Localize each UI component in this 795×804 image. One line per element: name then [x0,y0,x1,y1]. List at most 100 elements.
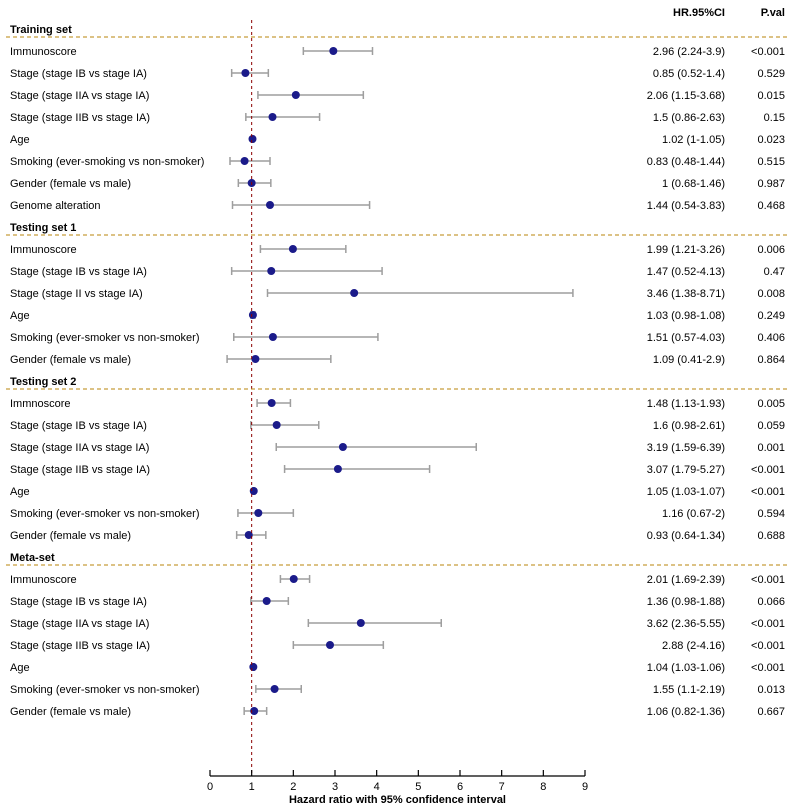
section-header: Testing set 2 [10,376,76,388]
hr-text: 1.6 (0.98-2.61) [653,420,725,432]
hr-marker [250,487,258,495]
hr-marker [271,685,279,693]
pval-text: 0.987 [757,178,785,190]
hr-text: 0.83 (0.48-1.44) [647,156,725,168]
hr-text: 3.46 (1.38-8.71) [647,288,725,300]
section-header: Testing set 1 [10,222,76,234]
hr-marker [266,201,274,209]
forest-plot-container: HR.95%CIP.valTraining setImmunoscore2.96… [0,0,795,804]
row-label: Immnoscore [10,398,71,410]
hr-text: 1.06 (0.82-1.36) [647,706,725,718]
pval-text: 0.864 [757,354,785,366]
pval-text: 0.066 [757,596,785,608]
hr-text: 2.06 (1.15-3.68) [647,90,725,102]
hr-text: 1.5 (0.86-2.63) [653,112,725,124]
pval-text: 0.005 [757,398,785,410]
hr-text: 1.51 (0.57-4.03) [647,332,725,344]
hr-text: 1.09 (0.41-2.9) [653,354,725,366]
row-label: Stage (stage IB vs stage IA) [10,420,147,432]
row-label: Stage (stage IIA vs stage IA) [10,618,149,630]
hr-text: 1.44 (0.54-3.83) [647,200,725,212]
section-header: Training set [10,24,72,36]
hr-marker [249,135,257,143]
pval-text: <0.001 [751,574,785,586]
row-label: Stage (stage IIB vs stage IA) [10,464,150,476]
row-label: Stage (stage IB vs stage IA) [10,596,147,608]
hr-text: 3.19 (1.59-6.39) [647,442,725,454]
hr-text: 1.47 (0.52-4.13) [647,266,725,278]
hr-marker [290,575,298,583]
pval-text: 0.15 [764,112,785,124]
hr-marker [357,619,365,627]
hr-marker [251,355,259,363]
row-label: Immunoscore [10,46,77,58]
forest-plot-svg: HR.95%CIP.valTraining setImmunoscore2.96… [0,0,795,804]
pval-text: <0.001 [751,46,785,58]
hr-marker [273,421,281,429]
row-label: Age [10,662,30,674]
x-tick-label: 9 [582,781,588,793]
row-label: Gender (female vs male) [10,530,131,542]
hr-text: 2.01 (1.69-2.39) [647,574,725,586]
hr-text: 1.48 (1.13-1.93) [647,398,725,410]
row-label: Age [10,486,30,498]
hr-marker [263,597,271,605]
pval-text: 0.47 [764,266,785,278]
pval-text: 0.023 [757,134,785,146]
hr-text: 1.03 (0.98-1.08) [647,310,725,322]
pval-text: 0.015 [757,90,785,102]
pval-text: <0.001 [751,640,785,652]
row-label: Age [10,310,30,322]
hr-marker [241,69,249,77]
hr-marker [326,641,334,649]
hr-marker [339,443,347,451]
hr-marker [289,245,297,253]
hr-text: 1.02 (1-1.05) [662,134,725,146]
row-label: Immunoscore [10,244,77,256]
pval-text: <0.001 [751,486,785,498]
x-tick-label: 3 [332,781,338,793]
hr-text: 2.88 (2-4.16) [662,640,725,652]
row-label: Genome alteration [10,200,101,212]
x-tick-label: 8 [540,781,546,793]
row-label: Gender (female vs male) [10,178,131,190]
pval-text: 0.013 [757,684,785,696]
hr-marker [269,113,277,121]
pval-text: 0.688 [757,530,785,542]
hr-marker [267,267,275,275]
row-label: Smoking (ever-smoker vs non-smoker) [10,684,200,696]
row-label: Smoking (ever-smoking vs non-smoker) [10,156,204,168]
row-label: Smoking (ever-smoker vs non-smoker) [10,332,200,344]
hr-text: 1.05 (1.03-1.07) [647,486,725,498]
hr-marker [269,333,277,341]
col-header-hr: HR.95%CI [673,7,725,19]
hr-text: 0.93 (0.64-1.34) [647,530,725,542]
row-label: Gender (female vs male) [10,706,131,718]
hr-marker [254,509,262,517]
row-label: Stage (stage IIA vs stage IA) [10,90,149,102]
section-header: Meta-set [10,552,55,564]
pval-text: 0.529 [757,68,785,80]
hr-text: 3.07 (1.79-5.27) [647,464,725,476]
hr-text: 1.16 (0.67-2) [662,508,725,520]
row-label: Immunoscore [10,574,77,586]
row-label: Gender (female vs male) [10,354,131,366]
hr-text: 2.96 (2.24-3.9) [653,46,725,58]
pval-text: <0.001 [751,618,785,630]
pval-text: 0.594 [757,508,785,520]
hr-text: 1.36 (0.98-1.88) [647,596,725,608]
hr-marker [334,465,342,473]
row-label: Stage (stage IIB vs stage IA) [10,640,150,652]
hr-marker [350,289,358,297]
x-axis-label: Hazard ratio with 95% confidence interva… [289,794,506,804]
pval-text: 0.468 [757,200,785,212]
hr-marker [241,157,249,165]
pval-text: 0.008 [757,288,785,300]
pval-text: 0.001 [757,442,785,454]
pval-text: 0.515 [757,156,785,168]
pval-text: 0.406 [757,332,785,344]
hr-marker [329,47,337,55]
x-tick-label: 1 [249,781,255,793]
pval-text: <0.001 [751,464,785,476]
x-tick-label: 5 [415,781,421,793]
